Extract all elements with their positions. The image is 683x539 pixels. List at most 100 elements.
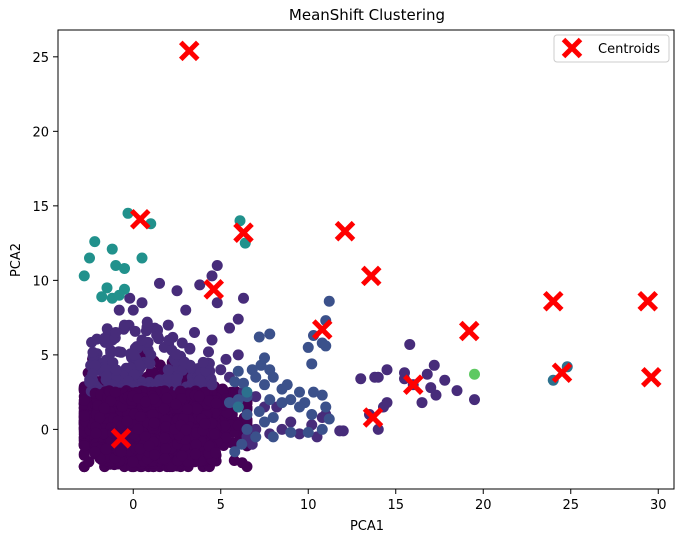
point-cluster-0 (148, 417, 160, 429)
y-tick-label: 10 (32, 274, 49, 289)
point-cluster-4 (101, 282, 113, 294)
point-cluster-1 (189, 327, 200, 339)
point-cluster-0 (90, 427, 102, 439)
point-cluster-0 (143, 440, 155, 452)
point-cluster-0 (148, 393, 160, 405)
point-cluster-1 (238, 292, 249, 304)
point-cluster-0 (181, 403, 193, 415)
point-cluster-1 (136, 297, 148, 309)
point-cluster-2 (224, 397, 235, 409)
point-cluster-1 (211, 297, 223, 309)
point-cluster-0 (219, 420, 231, 432)
point-cluster-2 (236, 438, 248, 450)
point-cluster-2 (232, 365, 244, 377)
point-cluster-2 (294, 386, 305, 398)
y-tick-label: 0 (41, 423, 49, 438)
point-cluster-2 (229, 446, 241, 458)
centroid-marker (203, 279, 225, 300)
point-cluster-1 (110, 364, 122, 376)
y-axis-label: PCA2 (9, 243, 24, 277)
point-cluster-0 (191, 403, 203, 415)
point-cluster-0 (109, 386, 121, 398)
point-cluster-2 (250, 431, 262, 443)
centroid-marker (458, 320, 480, 342)
point-cluster-2 (241, 423, 253, 435)
point-cluster-0 (149, 449, 161, 461)
point-cluster-1 (250, 391, 262, 403)
legend-label-centroids: Centroids (598, 42, 660, 57)
point-cluster-2 (316, 423, 328, 435)
point-cluster-0 (241, 461, 253, 473)
point-cluster-1 (141, 316, 153, 328)
point-cluster-1 (84, 376, 96, 388)
centroid-marker (233, 222, 254, 243)
centroid-marker (637, 290, 659, 312)
point-cluster-0 (98, 402, 110, 414)
point-cluster-1 (87, 346, 99, 358)
axes-frame (57, 29, 675, 490)
point-cluster-1 (170, 373, 182, 385)
point-cluster-1 (215, 364, 227, 376)
point-cluster-4 (89, 236, 101, 248)
point-cluster-2 (241, 408, 253, 420)
point-cluster-1 (381, 364, 393, 376)
point-cluster-0 (100, 443, 112, 455)
point-cluster-1 (211, 259, 223, 271)
centroid-marker (640, 366, 662, 388)
point-cluster-1 (154, 277, 165, 289)
point-cluster-2 (253, 331, 265, 343)
point-cluster-0 (193, 390, 205, 402)
centroid-marker (110, 428, 132, 449)
point-cluster-1 (294, 428, 305, 440)
point-cluster-2 (259, 352, 270, 364)
x-tick-label: 30 (650, 498, 667, 513)
point-cluster-0 (105, 395, 117, 407)
point-cluster-2 (281, 379, 293, 391)
point-cluster-1 (232, 313, 244, 325)
x-tick-label: 10 (300, 498, 317, 513)
point-cluster-0 (89, 446, 101, 458)
point-cluster-0 (210, 397, 222, 409)
point-cluster-1 (162, 319, 174, 331)
point-cluster-0 (78, 394, 90, 406)
point-cluster-0 (220, 432, 232, 444)
y-tick-label: 5 (41, 349, 49, 364)
point-cluster-4 (96, 291, 108, 303)
point-cluster-1 (113, 304, 125, 316)
point-cluster-0 (134, 411, 146, 423)
point-cluster-1 (206, 334, 218, 346)
point-cluster-1 (381, 397, 393, 409)
point-cluster-2 (306, 358, 318, 370)
centroid-marker (551, 362, 573, 384)
point-cluster-0 (78, 440, 90, 452)
x-tick-label: 0 (129, 498, 137, 513)
legend-centroid-marker (561, 37, 583, 59)
point-cluster-1 (469, 394, 480, 406)
point-cluster-1 (416, 397, 428, 409)
point-cluster-1 (124, 292, 136, 304)
y-tick-label: 15 (32, 200, 49, 215)
point-cluster-2 (264, 328, 276, 340)
point-cluster-2 (259, 379, 270, 391)
point-cluster-1 (428, 359, 440, 371)
point-cluster-0 (158, 403, 170, 415)
point-cluster-2 (267, 411, 279, 423)
point-cluster-1 (89, 359, 101, 371)
point-cluster-0 (176, 450, 188, 462)
centroid-marker (402, 374, 424, 395)
point-cluster-4 (78, 270, 90, 282)
point-cluster-1 (232, 349, 244, 361)
y-tick-label: 25 (32, 51, 49, 66)
point-cluster-2 (267, 371, 279, 383)
point-cluster-1 (185, 361, 197, 373)
axis-ticks: 0 5 10 15 20 25 30 0 5 10 15 20 25 (32, 51, 666, 513)
data-points (78, 207, 573, 473)
point-cluster-1 (451, 385, 463, 397)
point-cluster-1 (206, 270, 218, 282)
point-cluster-1 (101, 323, 113, 335)
point-cluster-0 (159, 432, 171, 444)
centroid-marker (129, 208, 151, 230)
x-tick-label: 25 (562, 498, 579, 513)
point-cluster-1 (152, 330, 164, 342)
point-cluster-1 (194, 374, 206, 386)
